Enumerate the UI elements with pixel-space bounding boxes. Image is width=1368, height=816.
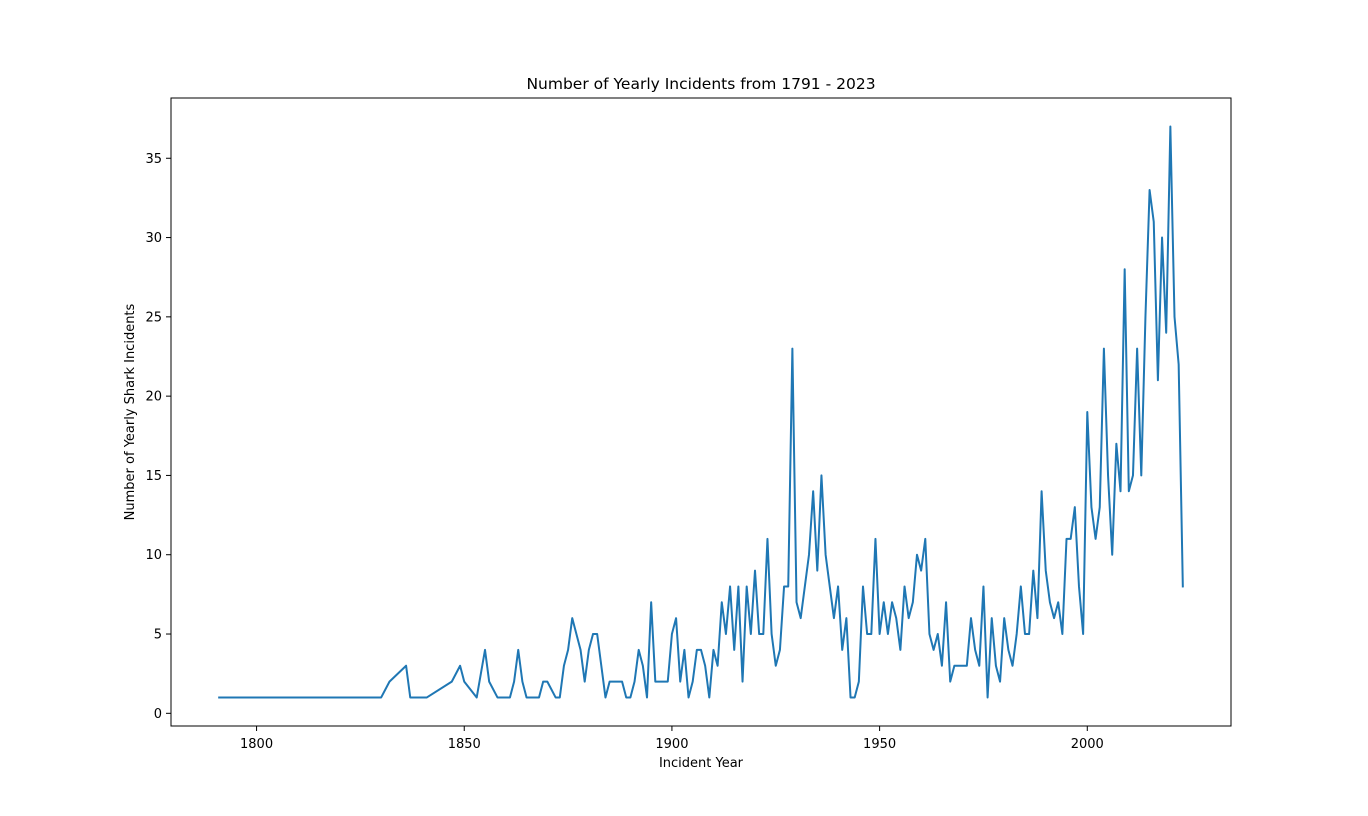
axis-ticks: 1800 1850 1900 1950 2000 0 5 10 15 20 25 30 35 [145,152,1103,752]
y-tick-label: 25 [145,310,162,325]
y-tick-label: 5 [154,628,162,643]
x-axis-label: Incident Year [659,756,744,771]
series-line [218,125,1184,699]
x-tick-label: 1850 [448,737,481,752]
x-tick-label: 1950 [863,737,896,752]
x-tick-label: 1900 [655,737,688,752]
y-tick-label: 0 [154,707,162,722]
x-tick-label: 2000 [1071,737,1104,752]
plot-frame [170,97,1232,727]
y-tick-label: 20 [145,390,162,405]
y-axis-label: Number of Yearly Shark Incidents [123,303,138,520]
x-tick-label: 1800 [240,737,273,752]
chart-title: Number of Yearly Incidents from 1791 - 2… [526,75,875,93]
y-tick-label: 15 [145,469,162,484]
y-tick-label: 30 [145,231,162,246]
y-tick-label: 10 [145,548,162,563]
y-tick-label: 35 [145,152,162,167]
